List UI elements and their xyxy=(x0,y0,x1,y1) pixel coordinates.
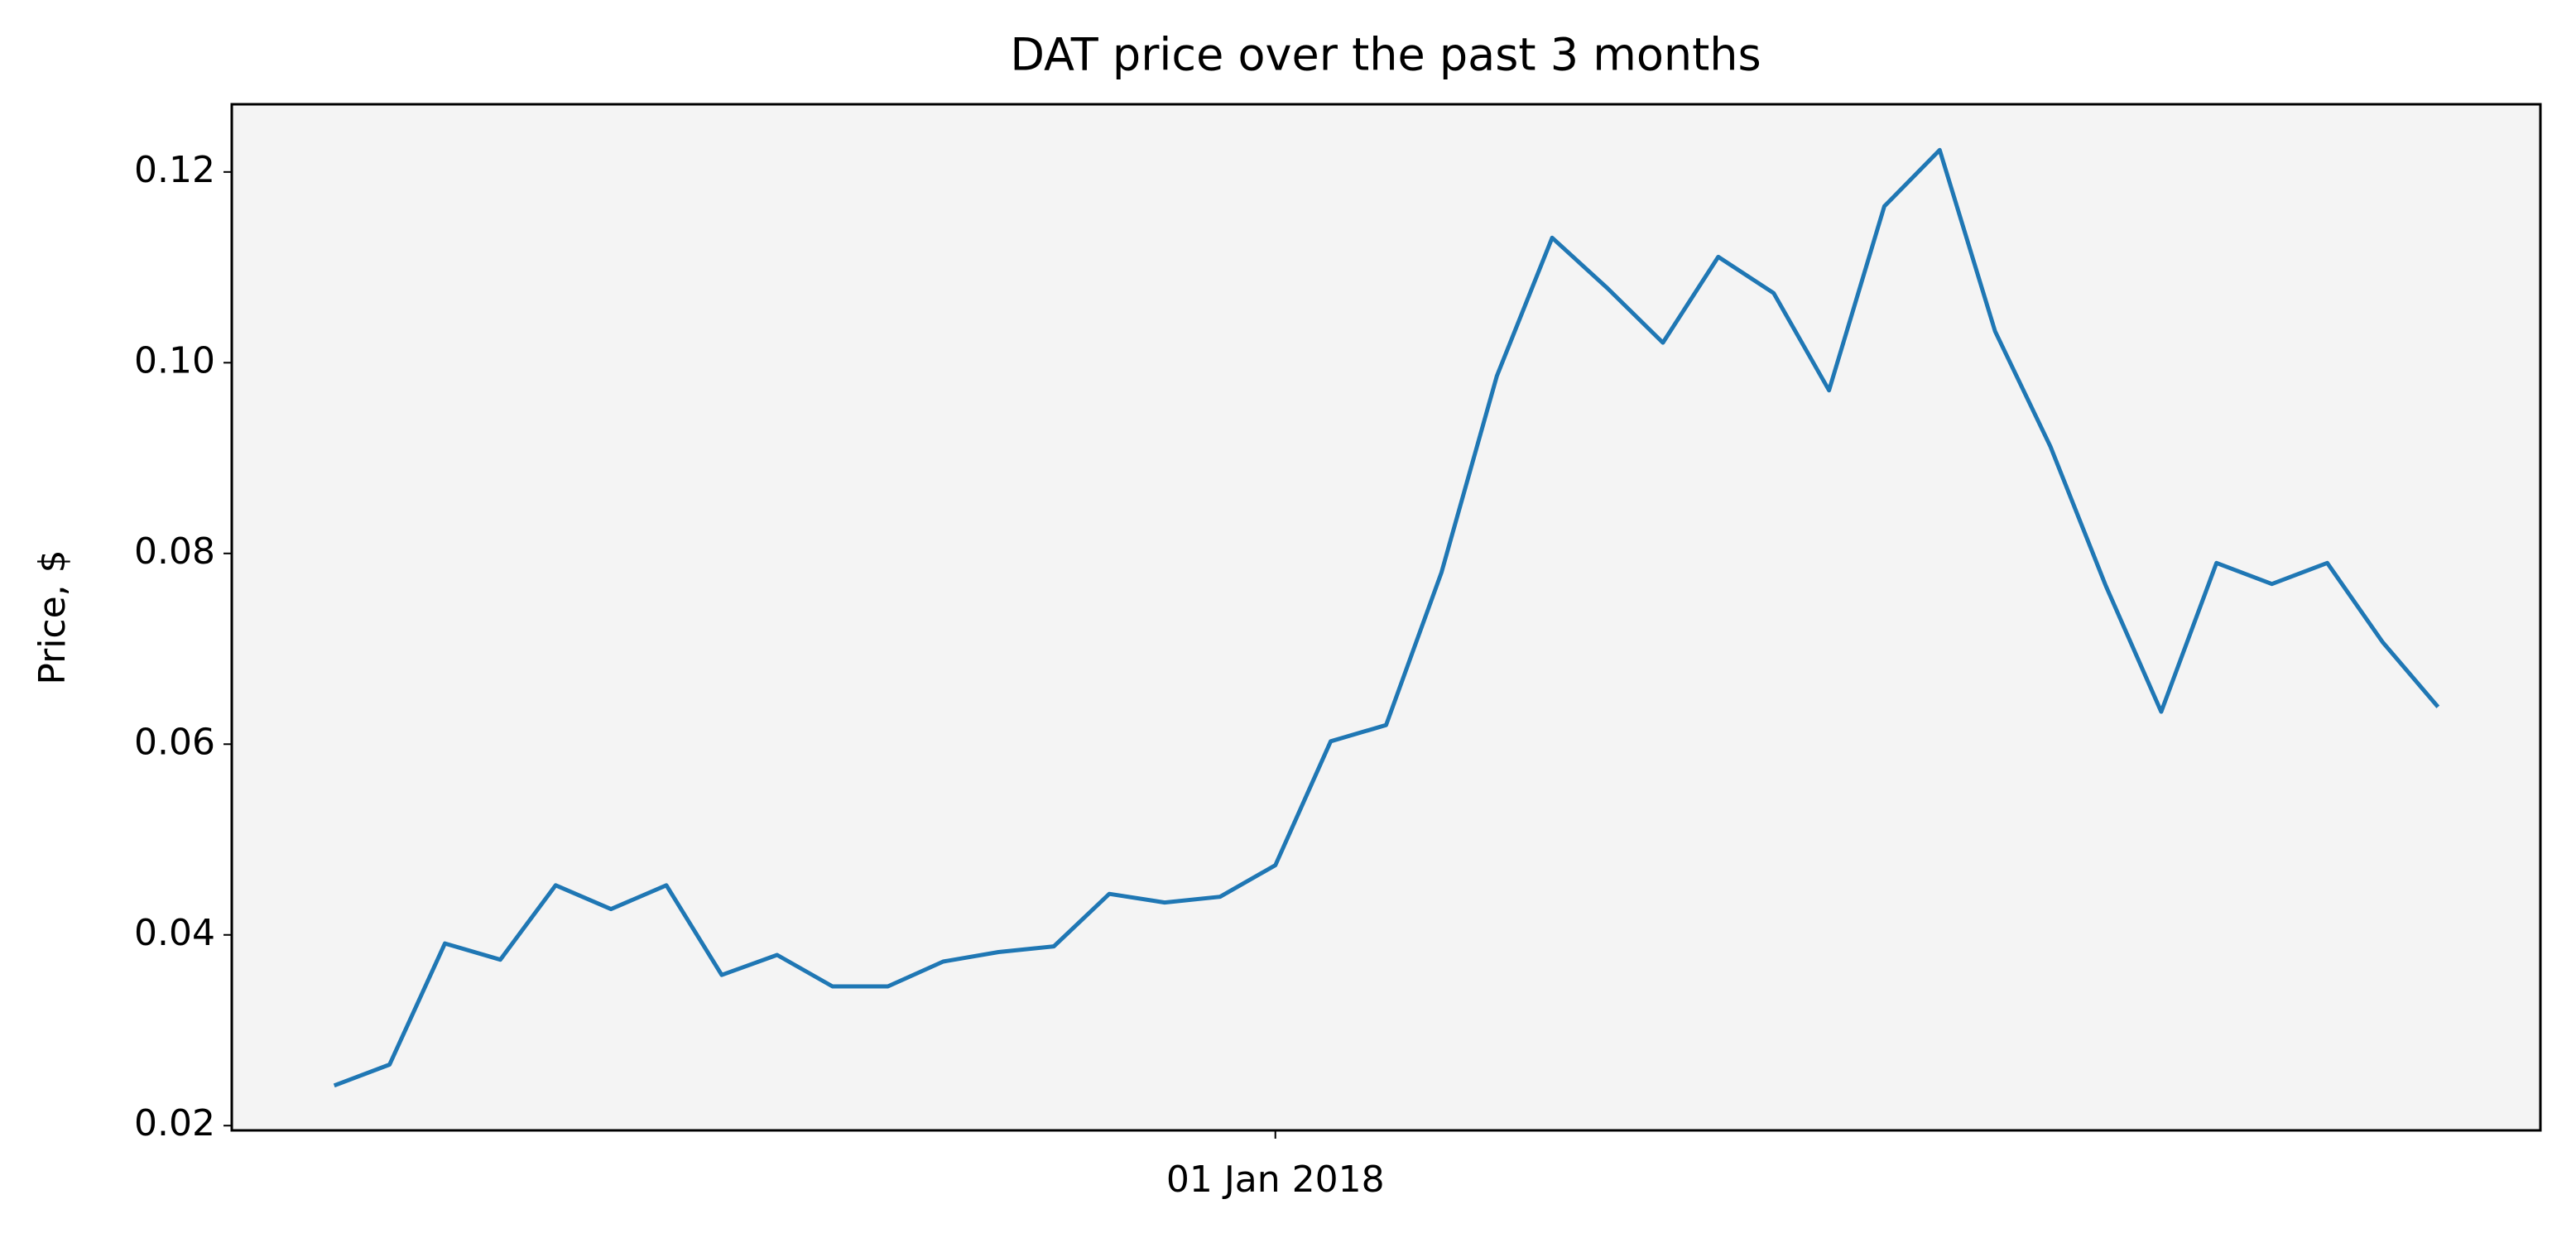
y-tick-label: 0.06 xyxy=(134,721,215,763)
y-tick-label: 0.02 xyxy=(134,1102,215,1144)
y-axis-label: Price, $ xyxy=(31,549,74,684)
y-tick-label: 0.12 xyxy=(134,149,215,191)
y-tick-label: 0.04 xyxy=(134,912,215,954)
chart-title: DAT price over the past 3 months xyxy=(1010,29,1761,81)
price-line xyxy=(333,147,2440,1088)
x-tick-label: 01 Jan 2018 xyxy=(1166,1159,1385,1201)
y-tick-label: 0.10 xyxy=(134,339,215,381)
y-tick-label: 0.08 xyxy=(134,530,215,573)
plot-area xyxy=(232,104,2540,1130)
plot-frame xyxy=(230,103,2542,1132)
